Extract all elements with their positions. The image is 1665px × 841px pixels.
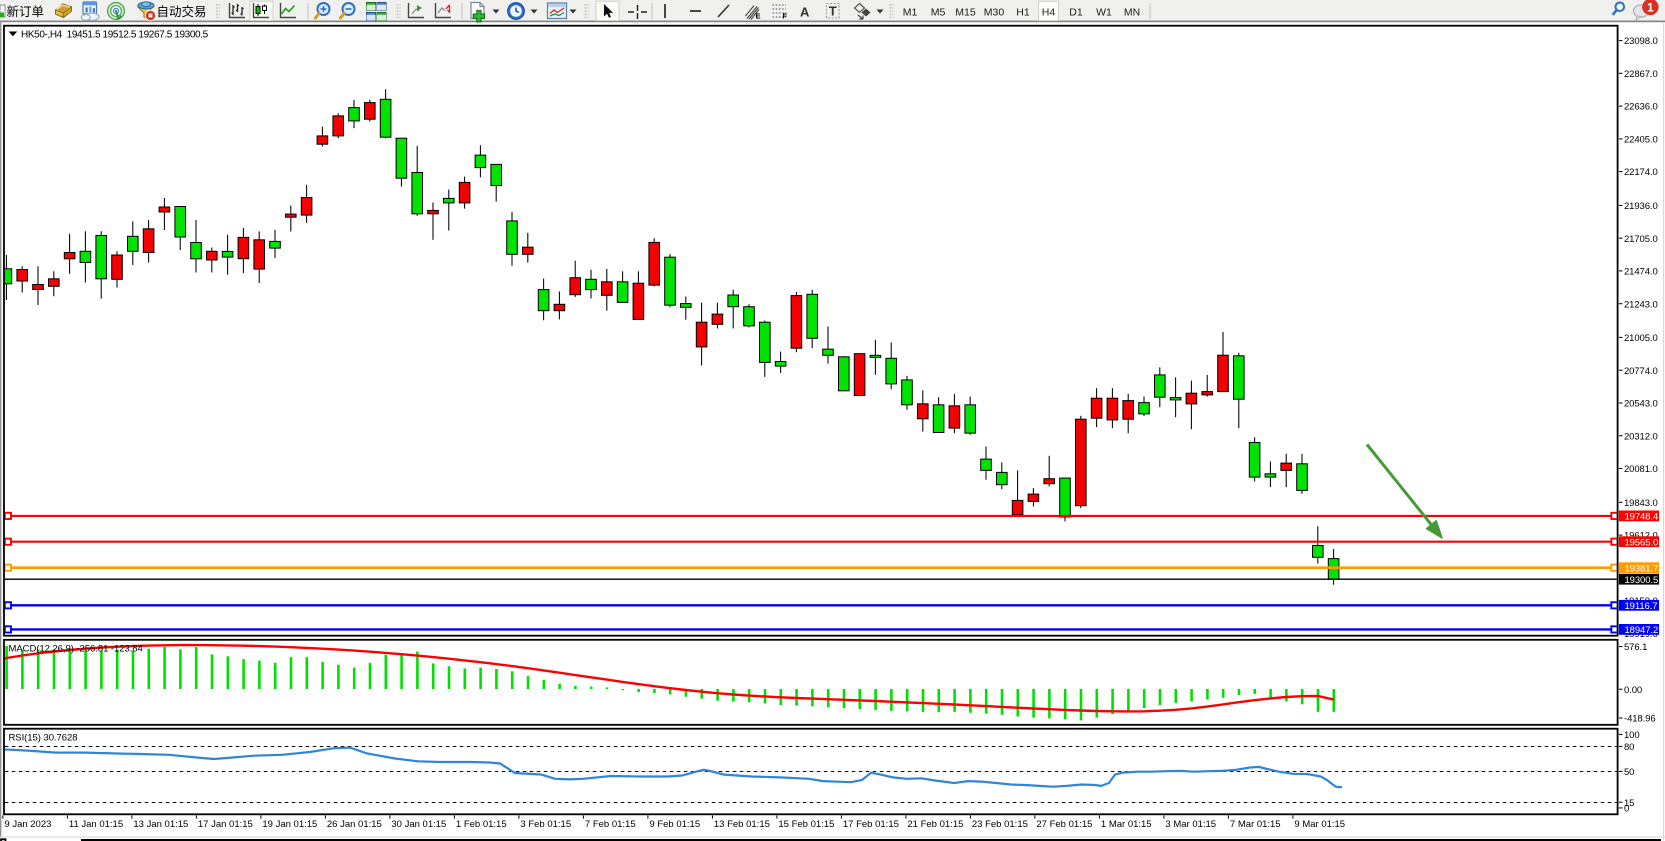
svg-text:19381.7: 19381.7 xyxy=(1625,563,1659,574)
svg-text:A: A xyxy=(800,5,810,20)
svg-text:15 Feb 01:15: 15 Feb 01:15 xyxy=(778,819,834,830)
svg-text:22636.0: 22636.0 xyxy=(1624,102,1658,113)
svg-text:自动交易: 自动交易 xyxy=(157,4,207,19)
svg-text:27 Feb 01:15: 27 Feb 01:15 xyxy=(1036,819,1092,830)
svg-text:20543.0: 20543.0 xyxy=(1624,399,1658,410)
svg-text:21936.0: 21936.0 xyxy=(1624,201,1658,212)
svg-text:F: F xyxy=(783,12,788,21)
svg-text:-418.96: -418.96 xyxy=(1624,714,1656,725)
svg-text:0: 0 xyxy=(1624,804,1629,815)
svg-text:9 Jan 2023: 9 Jan 2023 xyxy=(4,819,51,830)
svg-text:H1: H1 xyxy=(1016,7,1030,19)
svg-text:19843.0: 19843.0 xyxy=(1624,498,1658,509)
svg-text:M15: M15 xyxy=(955,7,976,19)
svg-text:1: 1 xyxy=(1647,0,1654,14)
svg-text:MACD(12,26,9) -256.81 -123.84: MACD(12,26,9) -256.81 -123.84 xyxy=(9,644,143,655)
svg-text:80: 80 xyxy=(1624,742,1634,753)
svg-text:20774.0: 20774.0 xyxy=(1624,366,1658,377)
svg-text:19612.0: 19612.0 xyxy=(1624,531,1658,542)
svg-text:21005.0: 21005.0 xyxy=(1624,333,1658,344)
svg-text:13 Feb 01:15: 13 Feb 01:15 xyxy=(714,819,770,830)
svg-text:19116.7: 19116.7 xyxy=(1625,601,1658,612)
svg-text:19748.4: 19748.4 xyxy=(1625,512,1659,523)
svg-text:M5: M5 xyxy=(931,7,946,19)
svg-text:H4: H4 xyxy=(1042,7,1056,19)
svg-text:9 Mar 01:15: 9 Mar 01:15 xyxy=(1294,819,1345,830)
svg-text:1 Feb 01:15: 1 Feb 01:15 xyxy=(456,819,507,830)
svg-text:30 Jan 01:15: 30 Jan 01:15 xyxy=(391,819,446,830)
svg-text:19 Jan 01:15: 19 Jan 01:15 xyxy=(262,819,317,830)
svg-text:21 Feb 01:15: 21 Feb 01:15 xyxy=(907,819,963,830)
svg-text:RSI(15) 30.7628: RSI(15) 30.7628 xyxy=(9,733,78,744)
svg-text:23 Feb 01:15: 23 Feb 01:15 xyxy=(972,819,1028,830)
svg-text:M30: M30 xyxy=(984,7,1005,19)
svg-text:17 Jan 01:15: 17 Jan 01:15 xyxy=(198,819,253,830)
svg-text:17 Feb 01:15: 17 Feb 01:15 xyxy=(843,819,899,830)
svg-text:26 Jan 01:15: 26 Jan 01:15 xyxy=(327,819,382,830)
svg-text:576.1: 576.1 xyxy=(1624,642,1647,653)
svg-text:MN: MN xyxy=(1124,7,1140,19)
svg-text:20312.0: 20312.0 xyxy=(1624,431,1658,442)
svg-text:23098.0: 23098.0 xyxy=(1624,36,1658,47)
svg-text:21474.0: 21474.0 xyxy=(1624,267,1658,278)
svg-text:M1: M1 xyxy=(903,7,918,19)
svg-text:22405.0: 22405.0 xyxy=(1624,135,1658,146)
svg-text:50: 50 xyxy=(1624,767,1634,778)
svg-text:HK50-,H4 19451.5 19512.5 1926: HK50-,H4 19451.5 19512.5 19267.5 19300.5 xyxy=(21,30,209,41)
svg-text:3 Feb 01:15: 3 Feb 01:15 xyxy=(520,819,571,830)
svg-text:18947.2: 18947.2 xyxy=(1625,625,1659,636)
svg-text:21243.0: 21243.0 xyxy=(1624,299,1658,310)
svg-text:E: E xyxy=(756,12,761,21)
svg-text:新订单: 新订单 xyxy=(7,4,45,19)
svg-text:D1: D1 xyxy=(1069,7,1083,19)
svg-text:15: 15 xyxy=(1624,798,1634,809)
svg-text:7 Mar 01:15: 7 Mar 01:15 xyxy=(1230,819,1281,830)
svg-text:19300.5: 19300.5 xyxy=(1625,575,1659,586)
svg-text:100: 100 xyxy=(1624,730,1640,741)
svg-text:20081.0: 20081.0 xyxy=(1624,464,1658,475)
svg-text:22174.0: 22174.0 xyxy=(1624,167,1658,178)
svg-text:9 Feb 01:15: 9 Feb 01:15 xyxy=(649,819,700,830)
svg-text:T: T xyxy=(829,4,837,19)
svg-text:19565.0: 19565.0 xyxy=(1625,537,1659,548)
svg-text:0.00: 0.00 xyxy=(1624,685,1642,696)
svg-text:22867.0: 22867.0 xyxy=(1624,69,1658,80)
svg-text:1 Mar 01:15: 1 Mar 01:15 xyxy=(1101,819,1152,830)
svg-text:7 Feb 01:15: 7 Feb 01:15 xyxy=(585,819,636,830)
svg-text:13 Jan 01:15: 13 Jan 01:15 xyxy=(133,819,188,830)
svg-text:21705.0: 21705.0 xyxy=(1624,234,1658,245)
svg-text:11 Jan 01:15: 11 Jan 01:15 xyxy=(69,819,123,830)
svg-text:W1: W1 xyxy=(1096,7,1112,19)
svg-text:3 Mar 01:15: 3 Mar 01:15 xyxy=(1165,819,1216,830)
